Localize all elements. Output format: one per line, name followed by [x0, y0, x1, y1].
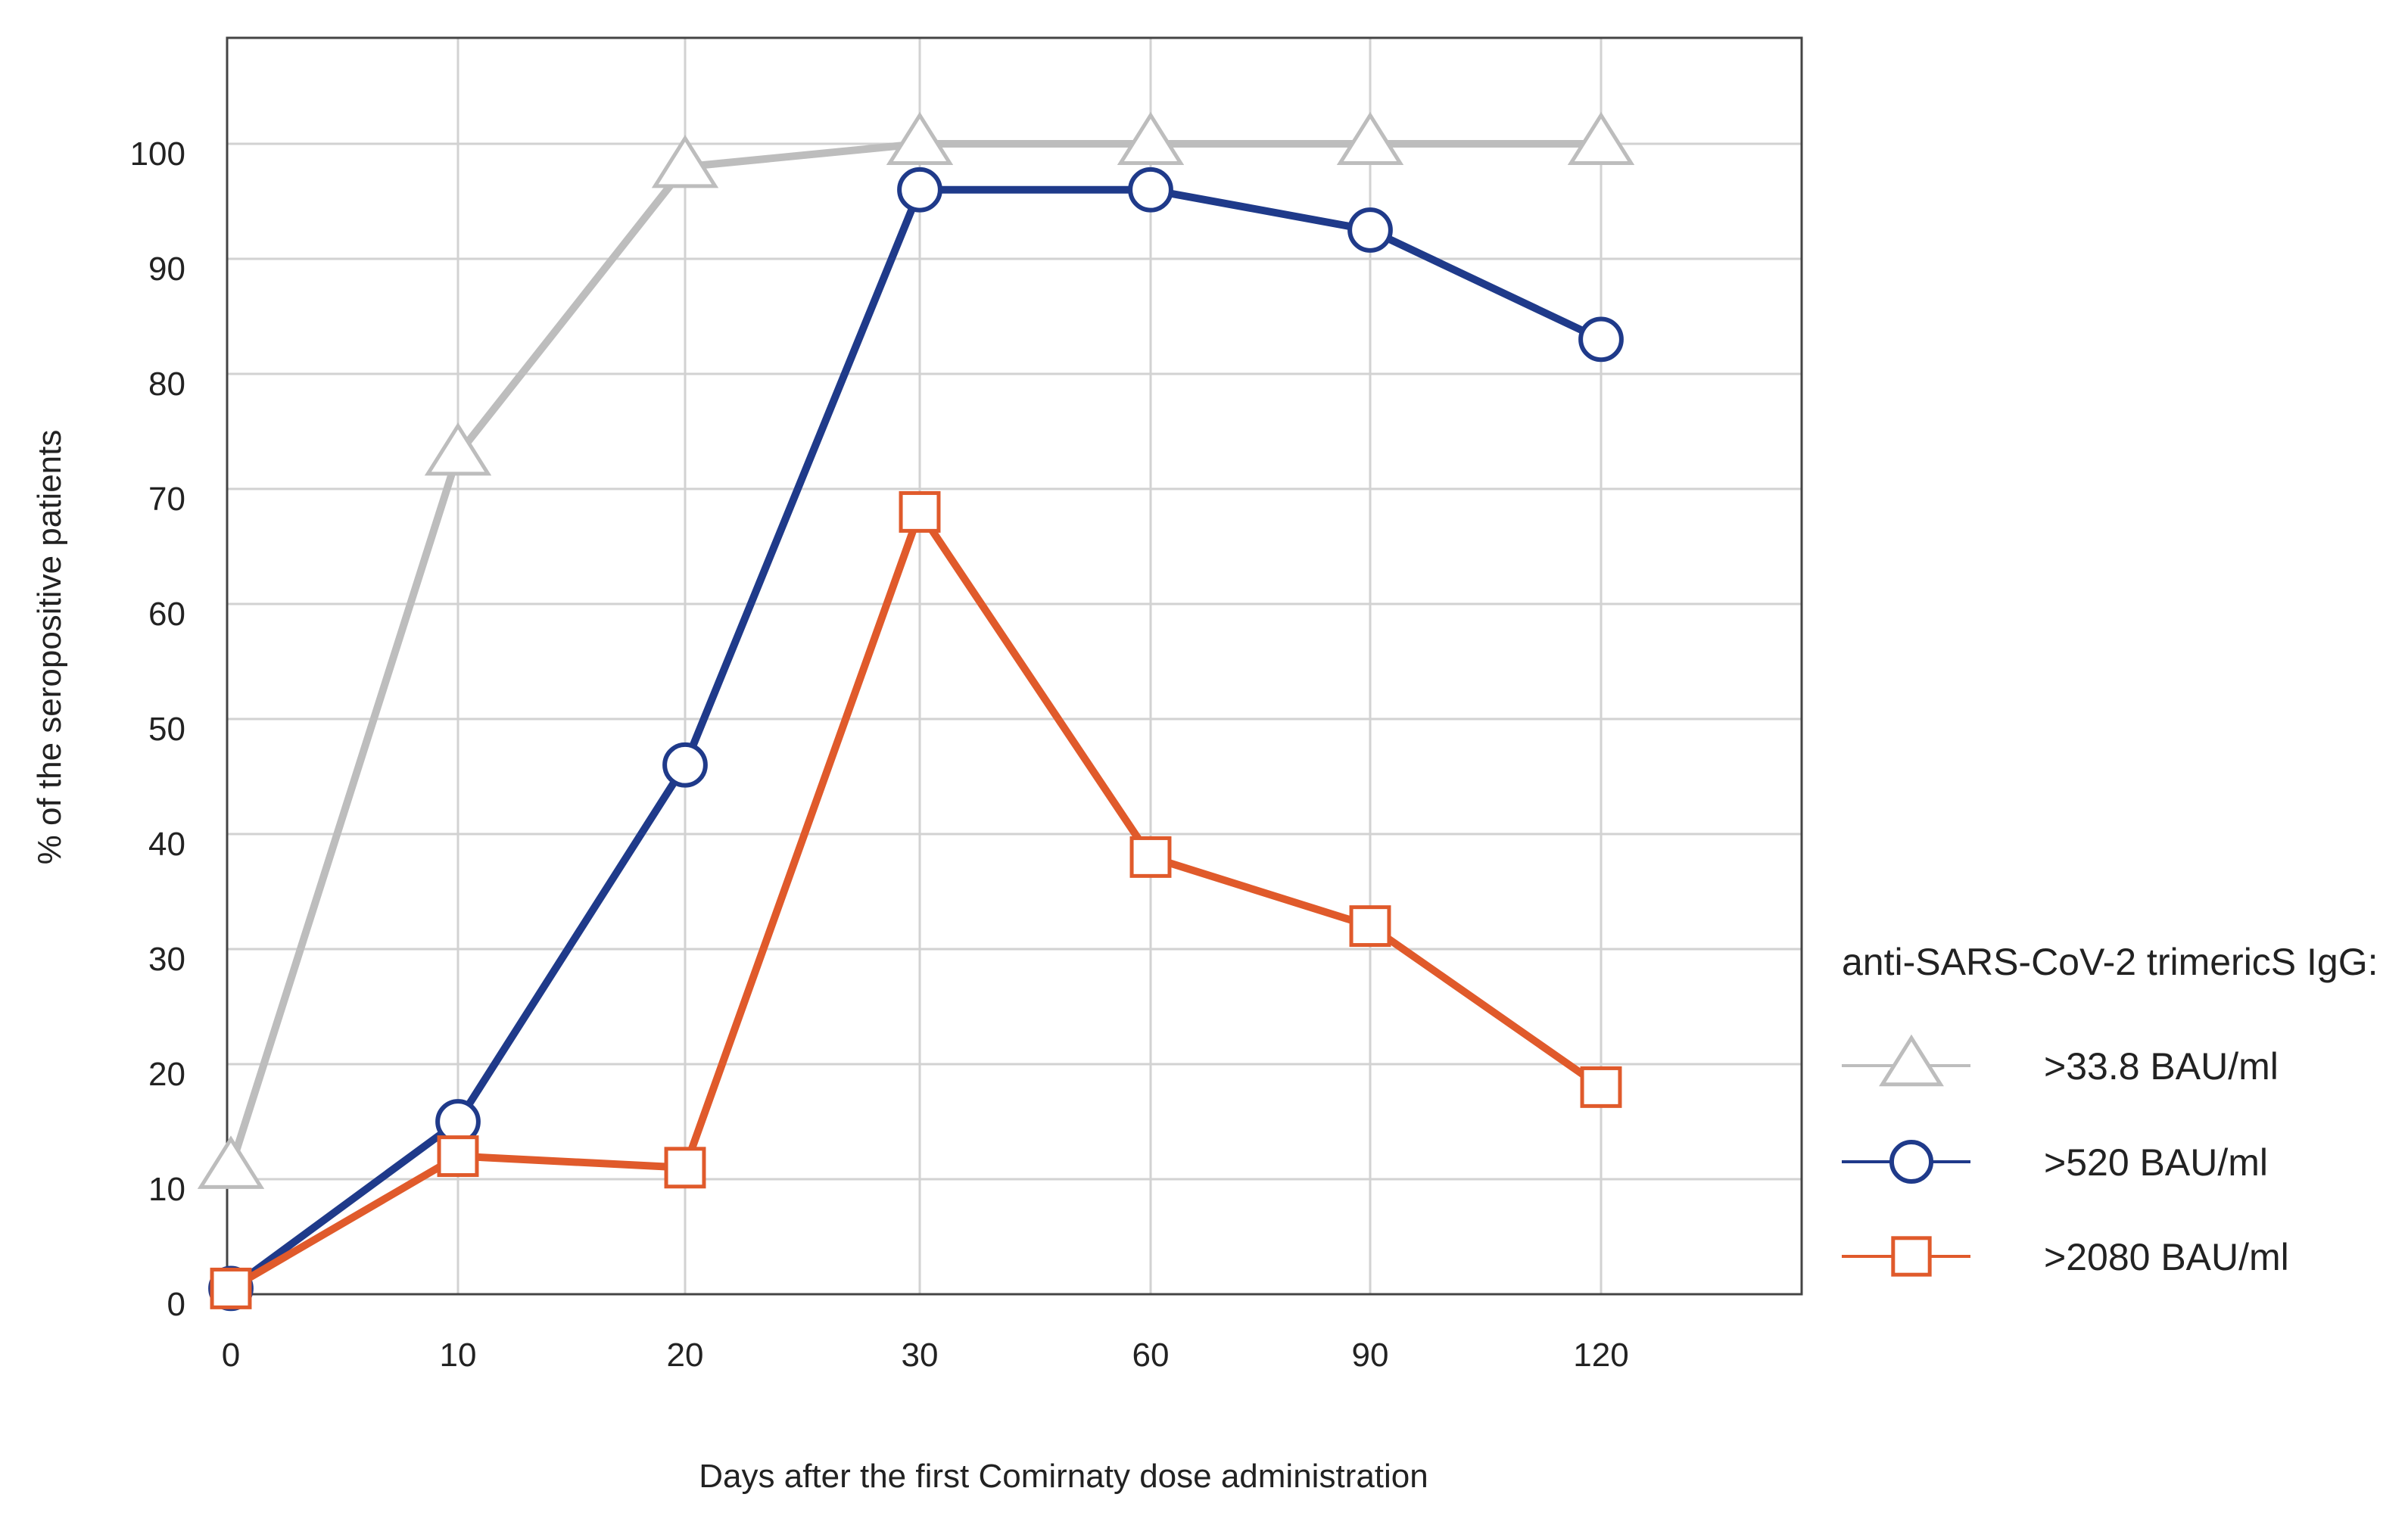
y-tick-label: 30: [148, 941, 185, 978]
series-circle: [208, 167, 1624, 1312]
circle-marker: [1889, 1139, 1934, 1184]
x-tick-label: 30: [902, 1337, 939, 1374]
circle-marker: [897, 167, 942, 213]
y-tick-label: 70: [148, 481, 185, 518]
circle-marker: [1128, 167, 1173, 213]
triangle-marker: [886, 111, 954, 166]
y-tick-label: 10: [148, 1171, 185, 1208]
triangle-marker: [651, 135, 719, 188]
legend-item: >2080 BAU/ml: [1842, 1236, 2289, 1278]
x-tick-label: 90: [1352, 1337, 1389, 1374]
legend-label: >33.8 BAU/ml: [2044, 1045, 2279, 1088]
circle-marker: [1347, 207, 1393, 253]
circle-marker: [662, 742, 708, 788]
series-square: [210, 490, 1622, 1309]
triangle-marker: [424, 422, 492, 476]
y-tick-label: 80: [148, 366, 185, 403]
y-tick-label: 90: [148, 251, 185, 288]
square-marker: [899, 490, 941, 533]
series-triangle: [197, 111, 1635, 1189]
y-tick-label: 20: [148, 1056, 185, 1093]
square-marker: [437, 1135, 479, 1178]
x-tick-label: 20: [667, 1337, 704, 1374]
series-line: [227, 508, 1605, 1293]
triangle-marker: [1336, 111, 1404, 166]
square-marker: [1891, 1236, 1932, 1277]
x-axis-title: Days after the first Comirnaty dose admi…: [699, 1458, 1428, 1495]
triangle-marker: [197, 1135, 265, 1189]
y-tick-label: 60: [148, 596, 185, 633]
plot-frame: [226, 36, 1803, 1296]
x-tick-label: 0: [222, 1337, 240, 1374]
legend-item: >520 BAU/ml: [1842, 1139, 2268, 1184]
y-tick-label: 50: [148, 711, 185, 748]
y-tick-label: 0: [167, 1286, 185, 1323]
series-layer: [197, 111, 1635, 1312]
y-axis-title: % of the seropositive patients: [31, 430, 68, 865]
y-axis-ticks: 0 10 20 30 40 50 60 70 80 90 100: [130, 135, 185, 1323]
y-tick-label: 100: [130, 135, 185, 173]
square-marker: [1129, 836, 1172, 878]
circle-marker: [1578, 316, 1624, 363]
legend-label: >520 BAU/ml: [2044, 1141, 2268, 1184]
legend-title: anti-SARS-CoV-2 trimericS IgG:: [1842, 941, 2378, 983]
square-marker: [1580, 1066, 1622, 1108]
legend-item: >33.8 BAU/ml: [1842, 1034, 2279, 1088]
legend-items: >33.8 BAU/ml >520 BAU/ml >2080 BAU/ml: [1842, 1034, 2289, 1278]
grid: [227, 38, 1802, 1294]
triangle-marker: [1567, 111, 1635, 166]
square-marker: [1349, 905, 1391, 948]
triangle-marker: [1879, 1034, 1944, 1087]
triangle-marker: [1117, 111, 1185, 166]
y-tick-label: 40: [148, 826, 185, 863]
x-tick-label: 60: [1132, 1337, 1170, 1374]
x-tick-label: 10: [440, 1337, 477, 1374]
square-marker: [210, 1267, 252, 1309]
legend: anti-SARS-CoV-2 trimericS IgG: >33.8 BAU…: [1842, 941, 2378, 1278]
legend-label: >2080 BAU/ml: [2044, 1236, 2289, 1278]
x-axis-ticks: 0 10 20 30 60 90 120: [222, 1337, 1629, 1374]
series-line: [227, 140, 1605, 1172]
x-tick-label: 120: [1573, 1337, 1628, 1374]
square-marker: [664, 1147, 706, 1189]
